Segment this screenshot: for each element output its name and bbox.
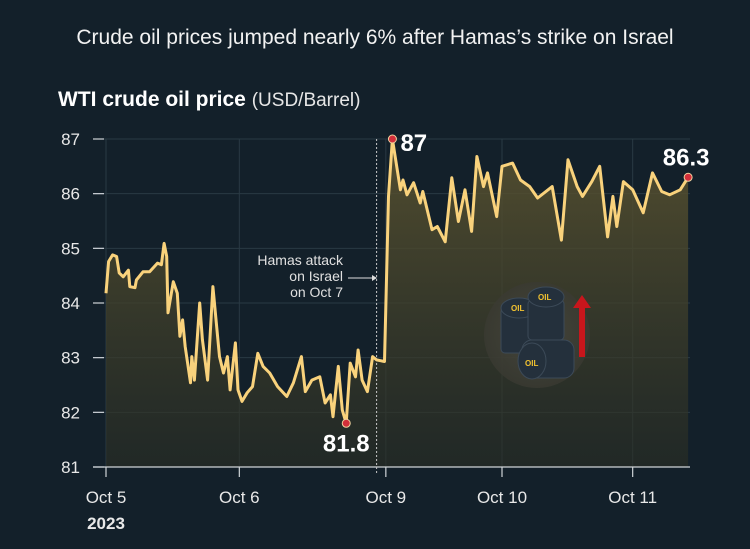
svg-text:OIL: OIL bbox=[538, 293, 551, 302]
chart-unit: (USD/Barrel) bbox=[251, 90, 361, 111]
event-label: on Oct 7 bbox=[290, 284, 343, 300]
event-arrowhead bbox=[372, 275, 377, 281]
y-tick-label: 81 bbox=[61, 458, 80, 477]
y-tick-label: 84 bbox=[61, 294, 80, 313]
annotation-marker bbox=[387, 134, 397, 144]
x-tick-label: Oct 11 bbox=[608, 488, 657, 507]
y-tick-label: 85 bbox=[61, 239, 80, 258]
svg-text:OIL: OIL bbox=[525, 359, 538, 368]
headline: Crude oil prices jumped nearly 6% after … bbox=[76, 26, 674, 49]
y-tick-label: 82 bbox=[61, 403, 80, 422]
event-label: on Israel bbox=[289, 268, 343, 284]
x-tick-label: Oct 5 bbox=[86, 488, 127, 507]
x-tick-label: Oct 6 bbox=[219, 488, 260, 507]
annotation-label: 87 bbox=[400, 130, 427, 157]
y-tick-label: 86 bbox=[61, 185, 80, 204]
x-tick-label: Oct 9 bbox=[366, 488, 407, 507]
annotation-label: 86.3 bbox=[663, 144, 710, 171]
annotation-marker bbox=[341, 418, 351, 428]
annotation-marker bbox=[683, 172, 693, 182]
y-tick-label: 83 bbox=[61, 349, 80, 368]
price-line bbox=[104, 137, 690, 425]
chart-title-text: WTI crude oil price bbox=[58, 88, 246, 111]
svg-text:OIL: OIL bbox=[511, 304, 524, 313]
annotation-label: 81.8 bbox=[323, 430, 370, 457]
x-tick-label: Oct 10 bbox=[477, 488, 527, 507]
year-label: 2023 bbox=[87, 514, 125, 533]
y-tick-label: 87 bbox=[61, 130, 80, 149]
chart-title: WTI crude oil price (USD/Barrel) bbox=[58, 88, 360, 112]
oil-barrels-icon: OIL OIL OIL bbox=[484, 282, 591, 388]
event-label: Hamas attack bbox=[257, 252, 344, 268]
